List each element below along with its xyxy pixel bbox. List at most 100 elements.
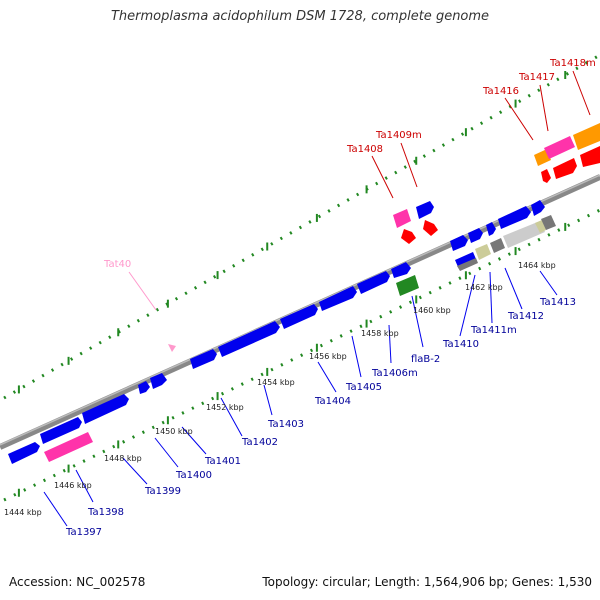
gene-ta1404-fwd[interactable]: [280, 304, 318, 329]
leader-ta1404: [317, 361, 337, 393]
label-ta1405[interactable]: Ta1405: [345, 382, 382, 393]
label-ta1401[interactable]: Ta1401: [204, 456, 241, 467]
label-ta1397[interactable]: Ta1397: [65, 527, 102, 538]
label-ta1408[interactable]: Ta1408: [346, 144, 383, 155]
label-ta1400[interactable]: Ta1400: [175, 470, 212, 481]
outer-tick-row: [3, 53, 600, 400]
leader-ta1398: [75, 469, 94, 503]
leader-ta1418m: [572, 70, 591, 116]
gene-ta1414-fwd[interactable]: [468, 228, 483, 243]
label-flab-2[interactable]: flaB-2: [411, 354, 440, 365]
label-ta1410[interactable]: Ta1410: [442, 339, 479, 350]
gene-ta1401-fwd[interactable]: [150, 373, 167, 389]
label-ta1404[interactable]: Ta1404: [314, 396, 351, 407]
label-ta1409m[interactable]: Ta1409m: [375, 130, 422, 141]
label-ta1413[interactable]: Ta1413: [539, 297, 576, 308]
leader-ta1410: [459, 274, 476, 337]
inner-features: [396, 215, 556, 296]
tick-rows: [3, 53, 600, 502]
label-ta1402[interactable]: Ta1402: [241, 437, 278, 448]
gene-ta1400-fwd[interactable]: [138, 381, 150, 394]
tick-label-1464: 1464 kbp: [518, 261, 556, 270]
tick-label-1452: 1452 kbp: [206, 403, 244, 412]
major-ticks: [17, 71, 567, 497]
leader-ta1399: [122, 457, 148, 485]
gene-ta1409-fwd[interactable]: [416, 201, 434, 219]
gene-ta1417-pink[interactable]: [544, 136, 575, 159]
label-ta1412[interactable]: Ta1412: [507, 311, 544, 322]
genome-summary-text: Topology: circular; Length: 1,564,906 bp…: [262, 575, 592, 589]
gene-ta1403-fwd[interactable]: [218, 321, 280, 357]
leader-ta1412: [504, 267, 523, 310]
tick-label-1460: 1460 kbp: [413, 306, 451, 315]
label-ta1411m[interactable]: Ta1411m: [470, 325, 517, 336]
leader-ta1409m: [400, 142, 418, 188]
gene-ta1415-fwd[interactable]: [486, 222, 496, 236]
gene-ta1413-fwd[interactable]: [450, 235, 468, 251]
trna-tat40-marker[interactable]: [168, 344, 176, 352]
gene-ta1397-fwd[interactable]: [40, 417, 82, 444]
inner-tick-row: [3, 208, 600, 502]
leader-ta1417: [539, 84, 549, 132]
gene-ta1406-fwd[interactable]: [357, 271, 390, 294]
gene-ta1416-red[interactable]: [541, 169, 551, 183]
gene-ta1418-orange[interactable]: [573, 123, 600, 150]
gene-ta1405-fwd[interactable]: [319, 286, 357, 311]
tick-label-1444: 1444 kbp: [4, 508, 42, 517]
tick-label-1462: 1462 kbp: [465, 283, 503, 292]
gene-ta1417-red[interactable]: [553, 158, 577, 179]
gene-ta1407-fwd[interactable]: [391, 262, 411, 278]
gene-ta1413-gray[interactable]: [541, 215, 556, 230]
leader-ta1408: [371, 155, 394, 199]
gene-ta1402-fwd[interactable]: [190, 349, 217, 369]
leader-ta1400: [154, 437, 179, 468]
gene-labels-forward: Ta1397 Ta1398 Ta1399 Ta1400 Ta1401 Ta140…: [65, 297, 576, 538]
gene-ta1409-arrow[interactable]: [423, 220, 438, 236]
label-ta1406m[interactable]: Ta1406m: [371, 368, 418, 379]
label-ta1418m[interactable]: Ta1418m: [549, 58, 596, 69]
kbp-tick-labels: 1444 kbp 1446 kbp 1448 kbp 1450 kbp 1452…: [4, 261, 556, 517]
leader-ta1406m: [388, 324, 392, 364]
gene-flab-2[interactable]: [396, 275, 419, 296]
map-title: Thermoplasma acidophilum DSM 1728, compl…: [110, 9, 490, 24]
label-ta1403[interactable]: Ta1403: [267, 419, 304, 430]
gene-ta1412-silver[interactable]: [503, 221, 545, 248]
label-ta1399[interactable]: Ta1399: [144, 486, 181, 497]
leader-ta1416: [504, 97, 534, 141]
gene-ta1408-arrow[interactable]: [401, 229, 416, 244]
leader-flab-2: [411, 295, 424, 348]
leader-ta1405: [351, 335, 362, 378]
label-ta1416[interactable]: Ta1416: [482, 86, 519, 97]
gene-ta1411-gray[interactable]: [490, 238, 505, 253]
label-ta1417[interactable]: Ta1417: [518, 72, 555, 83]
tick-label-1456: 1456 kbp: [309, 352, 347, 361]
gene-ta1410-gray[interactable]: [457, 258, 478, 271]
label-tat40[interactable]: Tat40: [103, 259, 131, 270]
gene-ta1396[interactable]: [8, 442, 40, 464]
gene-ta1411-khaki[interactable]: [475, 244, 491, 260]
gene-ta1417-fwd[interactable]: [531, 200, 545, 216]
tick-label-1454: 1454 kbp: [257, 378, 295, 387]
tick-label-1458: 1458 kbp: [361, 329, 399, 338]
label-ta1398[interactable]: Ta1398: [87, 507, 124, 518]
gene-labels-reverse: Ta1408 Ta1409m Ta1416 Ta1417 Ta1418m: [346, 58, 596, 155]
gene-ta1416-fwd[interactable]: [498, 206, 531, 229]
tick-label-1448: 1448 kbp: [104, 454, 142, 463]
leader-tat40: [128, 271, 157, 311]
gene-ta1410-block[interactable]: [455, 252, 476, 267]
forward-features: [8, 200, 545, 464]
leader-ta1403: [263, 384, 273, 416]
leader-lines: [43, 70, 591, 527]
reverse-features: [393, 123, 600, 244]
accession-text: Accession: NC_002578: [9, 575, 146, 589]
leader-ta1413: [539, 270, 558, 296]
gene-ta1399-fwd[interactable]: [82, 394, 129, 424]
gene-ta1398-block[interactable]: [44, 432, 93, 462]
leader-ta1402: [220, 397, 243, 437]
leader-ta1411m: [489, 271, 493, 324]
gene-ta1418-red[interactable]: [580, 146, 600, 167]
leader-ta1397: [43, 491, 68, 527]
gene-ta1408-block[interactable]: [393, 209, 411, 228]
